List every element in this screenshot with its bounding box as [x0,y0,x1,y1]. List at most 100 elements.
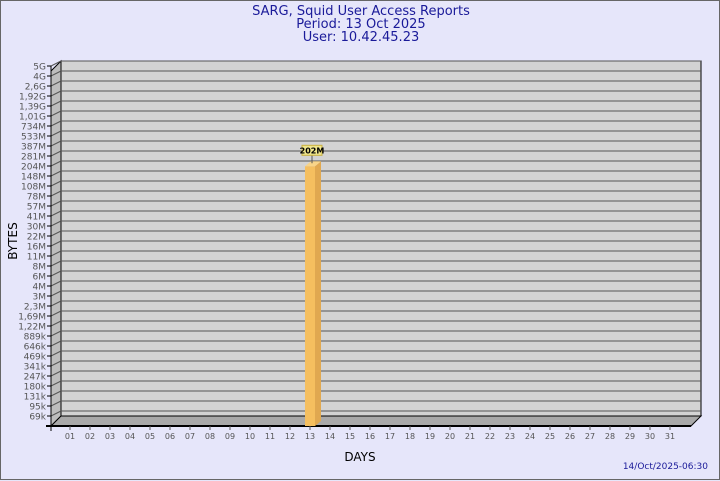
x-tick-label: 06 [165,432,175,441]
gridline-wall [50,370,62,377]
y-tick-label: 1,92G [19,93,46,103]
gridline-wall [50,220,62,227]
x-tick-label: 09 [225,432,235,441]
y-tick-label: 4G [33,73,46,83]
gridline-wall [50,350,62,357]
gridline-wall [50,180,62,187]
gridline-wall [50,70,62,77]
x-tick-label: 20 [445,432,455,441]
x-tick-label: 25 [545,432,555,441]
y-tick-label: 1,22M [18,323,46,333]
x-tick-label: 22 [485,432,495,441]
y-tick-label: 533M [21,133,46,143]
gridline-wall [50,80,62,87]
x-tick-label: 14 [325,432,335,441]
plot-back-plane [60,60,702,417]
y-tick-label: 281M [21,153,46,163]
gridline-wall [50,100,62,107]
data-label-box [301,144,323,156]
y-tick-label: 247k [24,373,47,383]
y-tick-label: 16M [27,243,46,253]
gridline-wall [50,330,62,337]
y-tick-label: 3M [33,293,47,303]
chart-period: Period: 13 Oct 2025 [296,17,426,32]
gridline-wall [50,260,62,267]
plot-floor [49,415,703,427]
y-tick-label: 22M [27,233,46,243]
x-tick-label: 26 [565,432,575,441]
gridline-wall [50,390,62,397]
y-tick-label: 889k [24,333,47,343]
data-label: 202M [300,146,325,155]
x-tick-label: 12 [285,432,295,441]
y-tick-label: 41M [27,213,46,223]
gridline-wall [50,290,62,297]
x-tick-label: 28 [605,432,615,441]
x-tick-label: 15 [345,432,355,441]
x-tick-label: 10 [245,432,255,441]
gridline-wall [50,60,62,67]
gridline-wall [50,380,62,387]
gridline-wall [50,210,62,217]
x-axis-title: DAYS [344,450,375,464]
bar-top [305,161,321,167]
gridline-wall [50,410,62,417]
x-tick-label: 04 [125,432,135,441]
gridline-wall [50,270,62,277]
gridline-wall [50,90,62,97]
x-tick-label: 24 [525,432,535,441]
gridline-wall [50,230,62,237]
y-axis-title: BYTES [6,222,20,259]
y-tick-label: 2,3M [24,303,46,313]
gridline-wall [50,240,62,247]
y-tick-label: 69k [29,413,46,423]
y-tick-label: 341k [24,363,47,373]
gridline-wall [50,340,62,347]
y-tick-label: 387M [21,143,46,153]
x-tick-label: 18 [405,432,415,441]
gridline-wall [50,130,62,137]
y-tick-label: 734M [21,123,46,133]
gridline-wall [50,160,62,167]
chart-user: User: 10.42.45.23 [302,30,420,45]
x-tick-label: 27 [585,432,595,441]
gridline-wall [50,310,62,317]
gridline-wall [50,320,62,327]
y-tick-label: 131k [24,393,47,403]
gridline-wall [50,140,62,147]
x-tick-label: 01 [65,432,75,441]
gridline-wall [50,400,62,407]
x-tick-label: 16 [365,432,375,441]
chart-title: SARG, Squid User Access Reports [252,4,470,19]
gridline-wall [50,280,62,287]
y-tick-label: 1,01G [19,113,46,123]
x-tick-label: 23 [505,432,515,441]
x-tick-label: 11 [265,432,275,441]
x-tick-label: 29 [625,432,635,441]
x-tick-label: 31 [665,432,675,441]
y-tick-label: 469k [24,353,47,363]
x-tick-label: 30 [645,432,655,441]
x-tick-label: 03 [105,432,115,441]
y-tick-label: 30M [27,223,46,233]
y-tick-label: 95k [29,403,46,413]
y-tick-label: 1,69M [18,313,46,323]
gridline-wall [50,360,62,367]
y-tick-label: 5G [33,63,46,73]
y-tick-label: 11M [27,253,46,263]
gridline-wall [50,170,62,177]
x-tick-label: 13 [305,432,315,441]
y-tick-label: 78M [27,193,46,203]
x-tick-label: 07 [185,432,195,441]
y-tick-label: 57M [27,203,46,213]
gridline-wall [50,120,62,127]
y-tick-label: 180k [24,383,47,393]
gridline-wall [50,150,62,157]
x-tick-label: 05 [145,432,155,441]
y-tick-label: 204M [21,163,46,173]
x-tick-label: 19 [425,432,435,441]
x-tick-label: 08 [205,432,215,441]
x-tick-label: 02 [85,432,95,441]
y-tick-label: 646k [24,343,47,353]
